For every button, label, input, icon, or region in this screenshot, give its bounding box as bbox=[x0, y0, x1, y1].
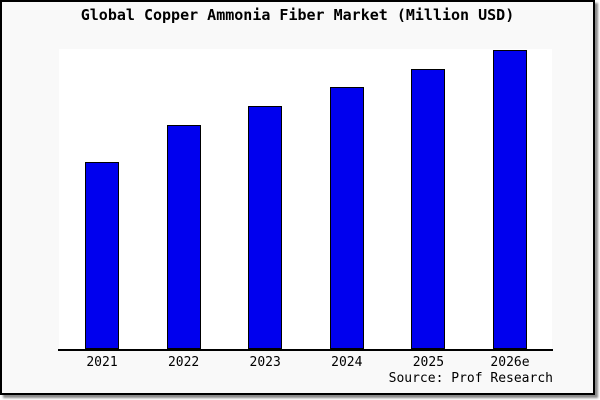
bar bbox=[329, 87, 364, 349]
x-axis-label: 2023 bbox=[249, 355, 281, 370]
bar bbox=[166, 125, 201, 349]
chart-frame: Global Copper Ammonia Fiber Market (Mill… bbox=[0, 0, 595, 395]
bar bbox=[411, 69, 446, 349]
bar bbox=[85, 162, 119, 349]
chart-title: Global Copper Ammonia Fiber Market (Mill… bbox=[80, 6, 515, 24]
x-axis-line bbox=[58, 349, 553, 351]
source-credit: Source: Prof Research bbox=[388, 371, 553, 386]
x-axis-label: 2026e bbox=[490, 355, 530, 370]
plot-area bbox=[59, 49, 552, 349]
x-axis-label: 2025 bbox=[412, 355, 445, 370]
x-axis-label: 2021 bbox=[86, 355, 118, 370]
bar bbox=[248, 106, 283, 349]
x-axis-labels: 2021 2022 2023 2024 2025 2026e bbox=[2, 355, 593, 371]
x-axis-label: 2024 bbox=[331, 355, 363, 370]
x-axis-label: 2022 bbox=[167, 355, 200, 370]
bar bbox=[493, 50, 527, 349]
